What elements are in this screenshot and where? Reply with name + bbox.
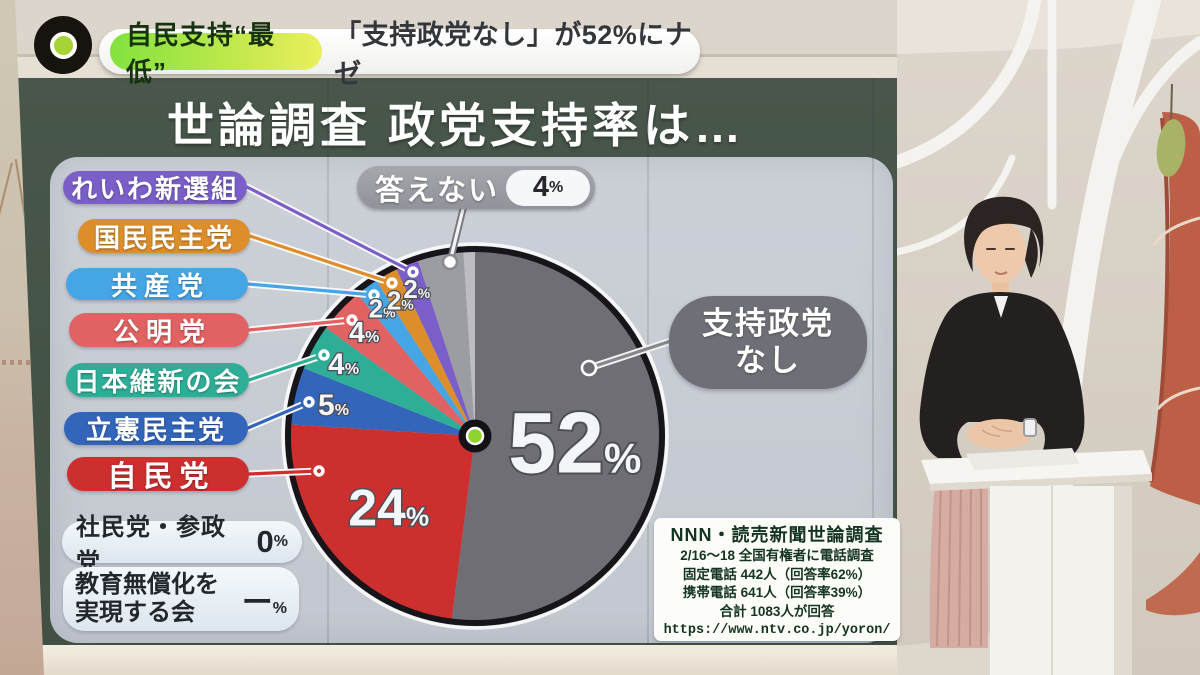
leader-pin-dot [349, 317, 355, 323]
slice-value-label: 2% [403, 274, 430, 304]
pie-slice [290, 367, 475, 436]
legend-label: 立憲民主党 [85, 415, 226, 445]
screen-seam [872, 78, 874, 645]
callout-no-party: 支持政党 なし [669, 296, 867, 389]
pie-center-green-dot [465, 426, 485, 446]
anchor-hands [967, 419, 1033, 449]
anchor-hair [964, 196, 1044, 272]
percent-sign: % [272, 599, 287, 617]
headline-text: 「支持政党なし」が52%にナゼ [334, 19, 693, 89]
leader-line-core [247, 353, 326, 382]
leader-line-core [248, 234, 394, 285]
pie-slice [375, 268, 475, 436]
legend-label: 自民党 [107, 461, 216, 493]
leader-pin-dot [316, 468, 322, 474]
leader-pin-dot [389, 280, 395, 286]
legend-ishin: 日本維新の会 [66, 363, 249, 397]
pie-slice [357, 279, 475, 436]
leader-line-core [247, 469, 321, 476]
source-line: 2/16〜18 全国有権者に電話調査 [680, 548, 874, 563]
legend-shamin-sansei: 社民党・参政党 0% [62, 514, 302, 576]
leader-pin-dot [410, 269, 416, 275]
news-anchor [919, 196, 1085, 648]
source-title: NNN・読売新聞世論調査 [670, 525, 884, 545]
no-data-value: 0 [256, 524, 274, 559]
leader-pin-dot [321, 352, 327, 358]
legend-kotaenai: 答えない 4% [357, 166, 595, 209]
legend-jiminto: 自民党 [67, 457, 249, 493]
legend-label: 共産党 [110, 270, 210, 301]
slice-value-label: 52% [508, 395, 641, 491]
leader-line-core [245, 185, 415, 274]
wall-decoration-dashes [2, 360, 42, 365]
pie-slice [463, 251, 475, 436]
anchor-collar [994, 296, 1008, 318]
legend-reiwa: れいわ新選組 [63, 171, 247, 204]
leader-line-core [246, 400, 311, 430]
source-url: https://www.ntv.co.jp/yoron/ [663, 623, 891, 638]
legend-kokumin: 国民民主党 [78, 219, 250, 253]
podium [921, 448, 1152, 675]
anchor-hair-side [1025, 228, 1038, 278]
percent-sign: % [548, 178, 564, 196]
no-data-label: 教育無償化を 実現する会 [75, 570, 219, 626]
logo-green-dot-icon [49, 31, 77, 59]
legend-komeito: 公明党 [69, 313, 249, 347]
pie-slice [451, 250, 661, 621]
leader-pin [441, 253, 459, 271]
leader-pin [580, 359, 598, 377]
no-data-value: ー% [241, 584, 287, 620]
skirt-pleats [936, 477, 982, 647]
pie-slice [325, 293, 475, 436]
leader-line-core [448, 207, 465, 264]
pie-slice [396, 260, 475, 436]
legend-kyoiku-mushoka: 教育無償化を 実現する会 ー% [63, 567, 299, 631]
hand-finger-lines [981, 425, 1013, 437]
wall-decoration-line [0, 162, 13, 348]
pie-outer-white-ring [281, 242, 669, 630]
leader-line-core [247, 318, 354, 332]
pie-slice [417, 251, 475, 436]
leader-pin-dot [306, 399, 312, 405]
anchor-watch [1023, 418, 1037, 437]
legend-kyosanto: 共産党 [66, 268, 248, 301]
legend-label: れいわ新選組 [70, 174, 239, 204]
leader-line-core [587, 339, 673, 370]
source-line: 携帯電話 641人（回答率39%） [682, 585, 872, 600]
pie-outline-ring [285, 246, 665, 626]
leader-pin-dot [371, 292, 377, 298]
studio-scene [897, 0, 1200, 675]
headline-badge: 自民支持“最低” [110, 20, 323, 87]
legend-label: 日本維新の会 [73, 366, 242, 397]
orange-shelf [1146, 112, 1200, 616]
anchor-mouth [994, 271, 1008, 275]
legend-label: 答えない [375, 174, 500, 207]
anchor-face [974, 221, 1026, 283]
legend-label: 国民民主党 [93, 222, 234, 253]
legend-rikken: 立憲民主党 [64, 412, 248, 445]
headline-bar: 自民支持“最低” 「支持政党なし」が52%にナゼ [99, 20, 700, 89]
leader-line-core [246, 282, 376, 297]
value-bubble: 4% [506, 169, 590, 206]
survey-source-box: NNN・読売新聞世論調査 2/16〜18 全国有権者に電話調査 固定電話 442… [654, 518, 900, 641]
studio-floor-strip [15, 645, 897, 675]
pie-slice [290, 424, 475, 620]
anchor-skirt [929, 475, 988, 648]
legend-label: 公明党 [112, 316, 212, 347]
board-title: 世論調査 政党支持率は… [166, 99, 746, 152]
source-line: 固定電話 442人（回答率62%） [682, 566, 872, 582]
pie-slice [303, 327, 475, 436]
leaf-ornament [1156, 83, 1186, 177]
source-line: 合計 1083人が回答 [719, 603, 835, 619]
anchor-blouse [919, 292, 1085, 458]
percent-sign: % [273, 533, 288, 550]
papers [966, 448, 1080, 470]
broadcaster-logo [34, 16, 92, 74]
